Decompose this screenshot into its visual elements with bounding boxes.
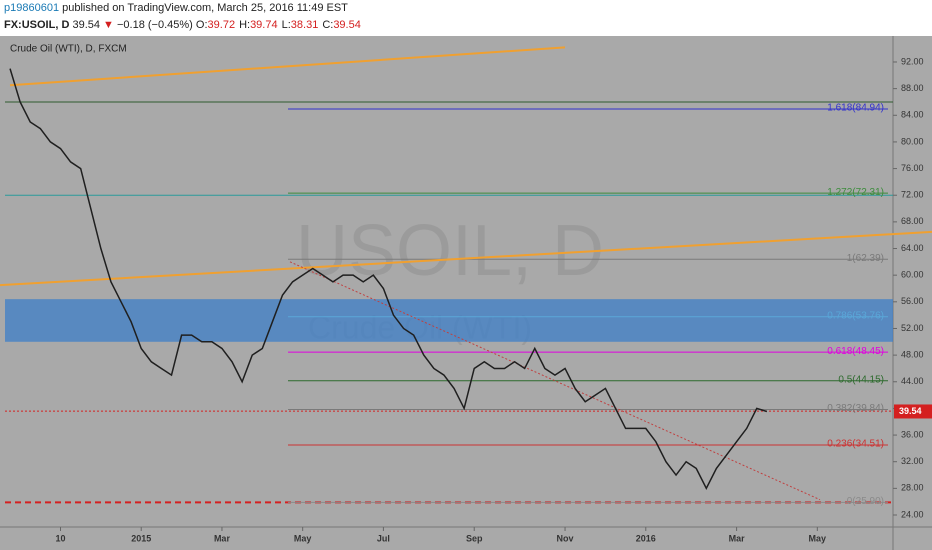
zone	[5, 299, 893, 342]
ohlc-value: 39.74	[250, 19, 278, 31]
x-tick-label: Mar	[214, 533, 231, 543]
fib-label: 1(62.39)	[847, 253, 884, 264]
chart: USOIL, DCrude Oil (WTI)24.0028.0032.0036…	[0, 36, 932, 550]
price: 39.54	[72, 19, 100, 31]
user-link[interactable]: p19860601	[4, 2, 60, 14]
chart-bg	[0, 36, 932, 550]
fib-label: 0.618(48.45)	[827, 346, 884, 357]
price-line	[9, 68, 768, 491]
ohlc-label: C:	[322, 19, 334, 31]
y-tick-label: 80.00	[901, 136, 924, 146]
trend-line	[289, 261, 821, 501]
y-tick-label: 76.00	[901, 163, 924, 173]
fib-label: 0.382(39.84)	[827, 403, 884, 414]
publish-line: p19860601 published on TradingView.com, …	[4, 2, 348, 14]
fib-label: 0.5(44.15)	[838, 374, 884, 385]
symbol: FX:USOIL, D	[4, 19, 70, 31]
ohlc: O:39.72 H:39.74 L:38.31 C:39.54	[196, 19, 365, 31]
x-tick-label: Mar	[729, 533, 746, 543]
fib-label: 0.236(34.51)	[827, 439, 884, 450]
x-tick-label: 2016	[636, 533, 656, 543]
x-tick-label: 10	[55, 533, 65, 543]
fib-label: 1.272(72.31)	[827, 187, 884, 198]
x-tick-label: 2015	[131, 533, 151, 543]
ohlc-label: O:	[195, 19, 208, 31]
y-tick-label: 52.00	[901, 323, 924, 333]
y-tick-label: 88.00	[901, 83, 924, 93]
y-tick-label: 24.00	[901, 509, 924, 519]
ohlc-value: 39.72	[207, 19, 236, 31]
price-tag-label: 39.54	[899, 406, 922, 416]
x-tick-label: May	[809, 533, 827, 543]
trend-line	[0, 230, 932, 287]
ohlc-value: 39.54	[333, 19, 361, 31]
y-tick-label: 44.00	[901, 376, 924, 386]
ohlc-label: L:	[281, 19, 291, 31]
y-tick-label: 56.00	[901, 296, 924, 306]
watermark: USOIL, D	[296, 211, 604, 291]
fib-label: 0(25.90)	[847, 496, 884, 507]
x-tick-label: Nov	[557, 533, 574, 543]
ohlc-label: H:	[239, 19, 251, 31]
fib-label: 0.786(53.76)	[827, 310, 884, 321]
symbol-line: FX:USOIL, D 39.54 ▼ −0.18 (−0.45%) O:39.…	[4, 19, 365, 31]
ohlc-value: 38.31	[290, 19, 319, 31]
y-tick-label: 48.00	[901, 349, 924, 359]
change: −0.18 (−0.45%)	[117, 19, 193, 31]
y-tick-label: 36.00	[901, 429, 924, 439]
x-tick-label: Jul	[377, 533, 390, 543]
publish-info: published on TradingView.com, March 25, …	[62, 2, 348, 14]
down-arrow: ▼	[103, 19, 114, 31]
y-tick-label: 92.00	[901, 56, 924, 66]
x-tick-label: May	[294, 533, 312, 543]
y-tick-label: 60.00	[901, 270, 924, 280]
y-tick-label: 28.00	[901, 483, 924, 493]
y-tick-label: 68.00	[901, 216, 924, 226]
y-tick-label: 72.00	[901, 190, 924, 200]
fib-label: 1.618(84.94)	[827, 103, 884, 114]
chart-title: Crude Oil (WTI), D, FXCM	[10, 44, 127, 55]
y-tick-label: 64.00	[901, 243, 924, 253]
price-tag	[894, 404, 932, 419]
y-tick-label: 84.00	[901, 110, 924, 120]
y-tick-label: 32.00	[901, 456, 924, 466]
trend-line	[9, 46, 566, 87]
x-tick-label: Sep	[466, 533, 483, 543]
